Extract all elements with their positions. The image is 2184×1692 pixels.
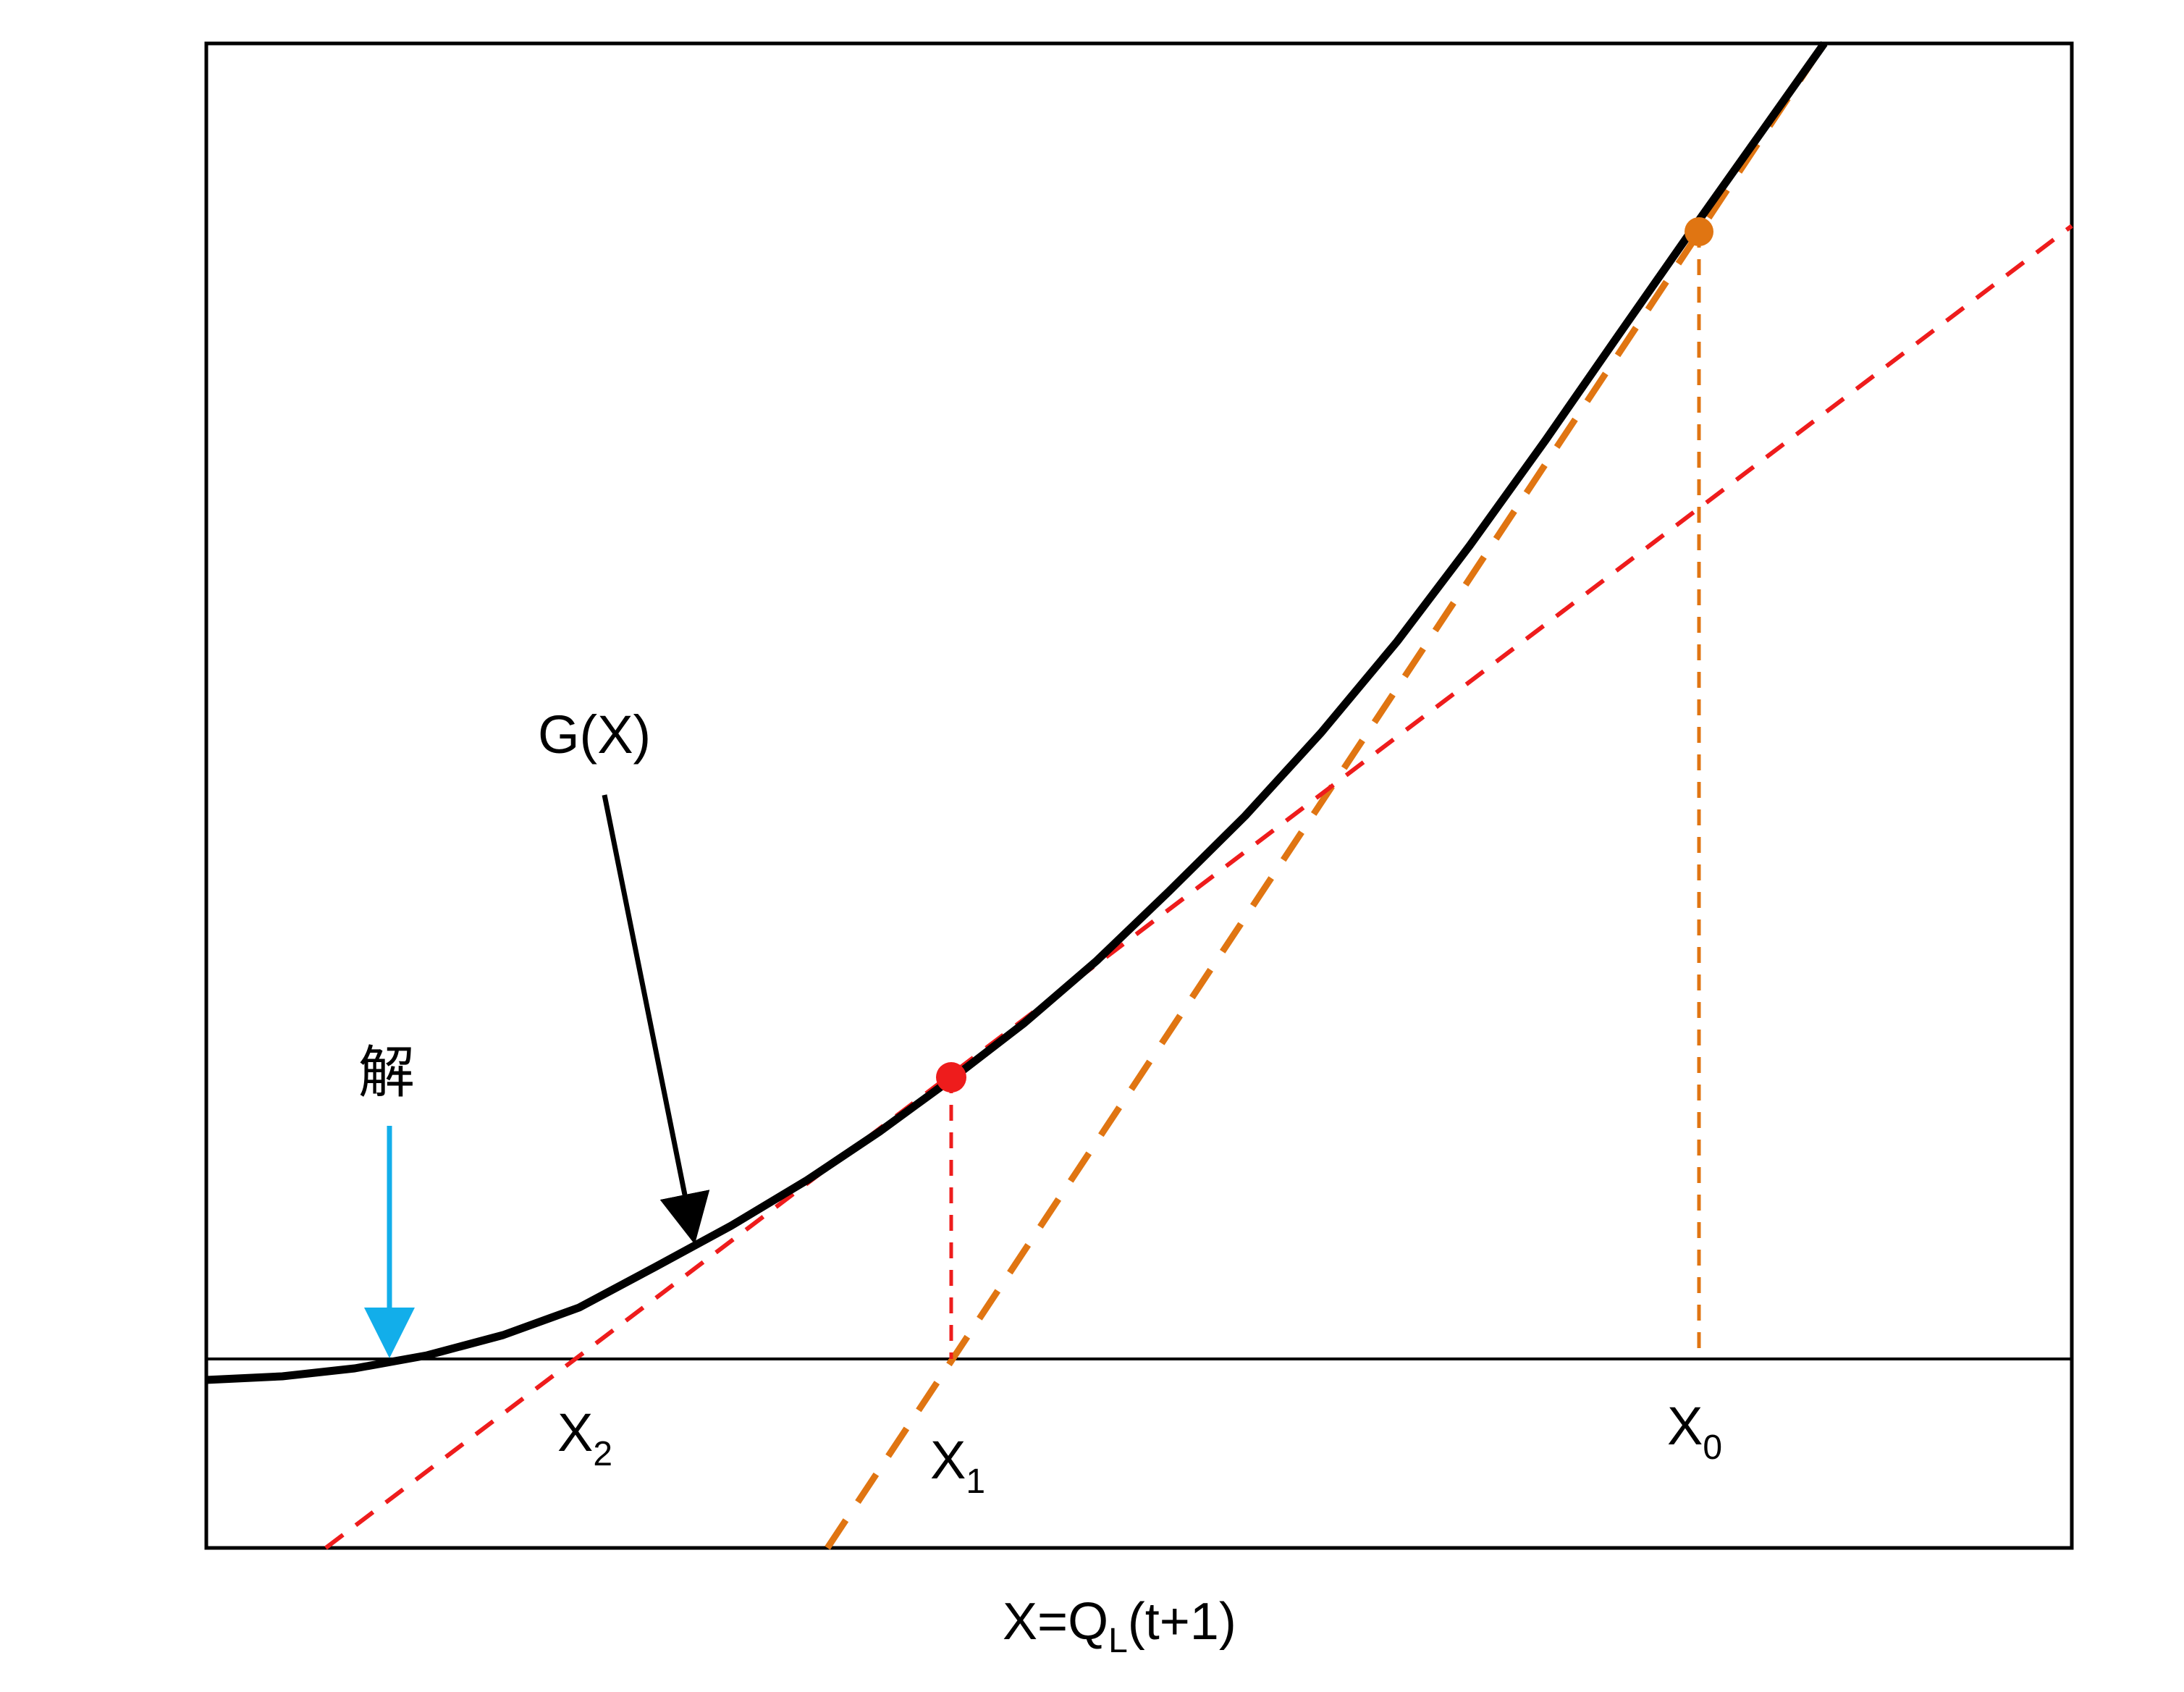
iterate-point-x1 [936, 1062, 966, 1093]
plot-frame [204, 41, 2074, 1550]
curve-label: G(X) [538, 704, 651, 765]
solution-label: 解 [358, 1040, 415, 1106]
iterate-point-x0 [1685, 217, 1713, 246]
tangent-line-at-x1 [324, 224, 2073, 1550]
iterate-label-x1: X1 [930, 1430, 985, 1501]
tangent-line-at-x0 [825, 41, 1827, 1550]
iterate-label-x2: X2 [557, 1402, 612, 1473]
iterate-label-x0: X0 [1667, 1396, 1722, 1467]
curve-label-arrow [602, 794, 710, 1245]
x-axis-label: X=QL(t+1) [1003, 1593, 1236, 1660]
function-curve [206, 41, 1828, 1384]
